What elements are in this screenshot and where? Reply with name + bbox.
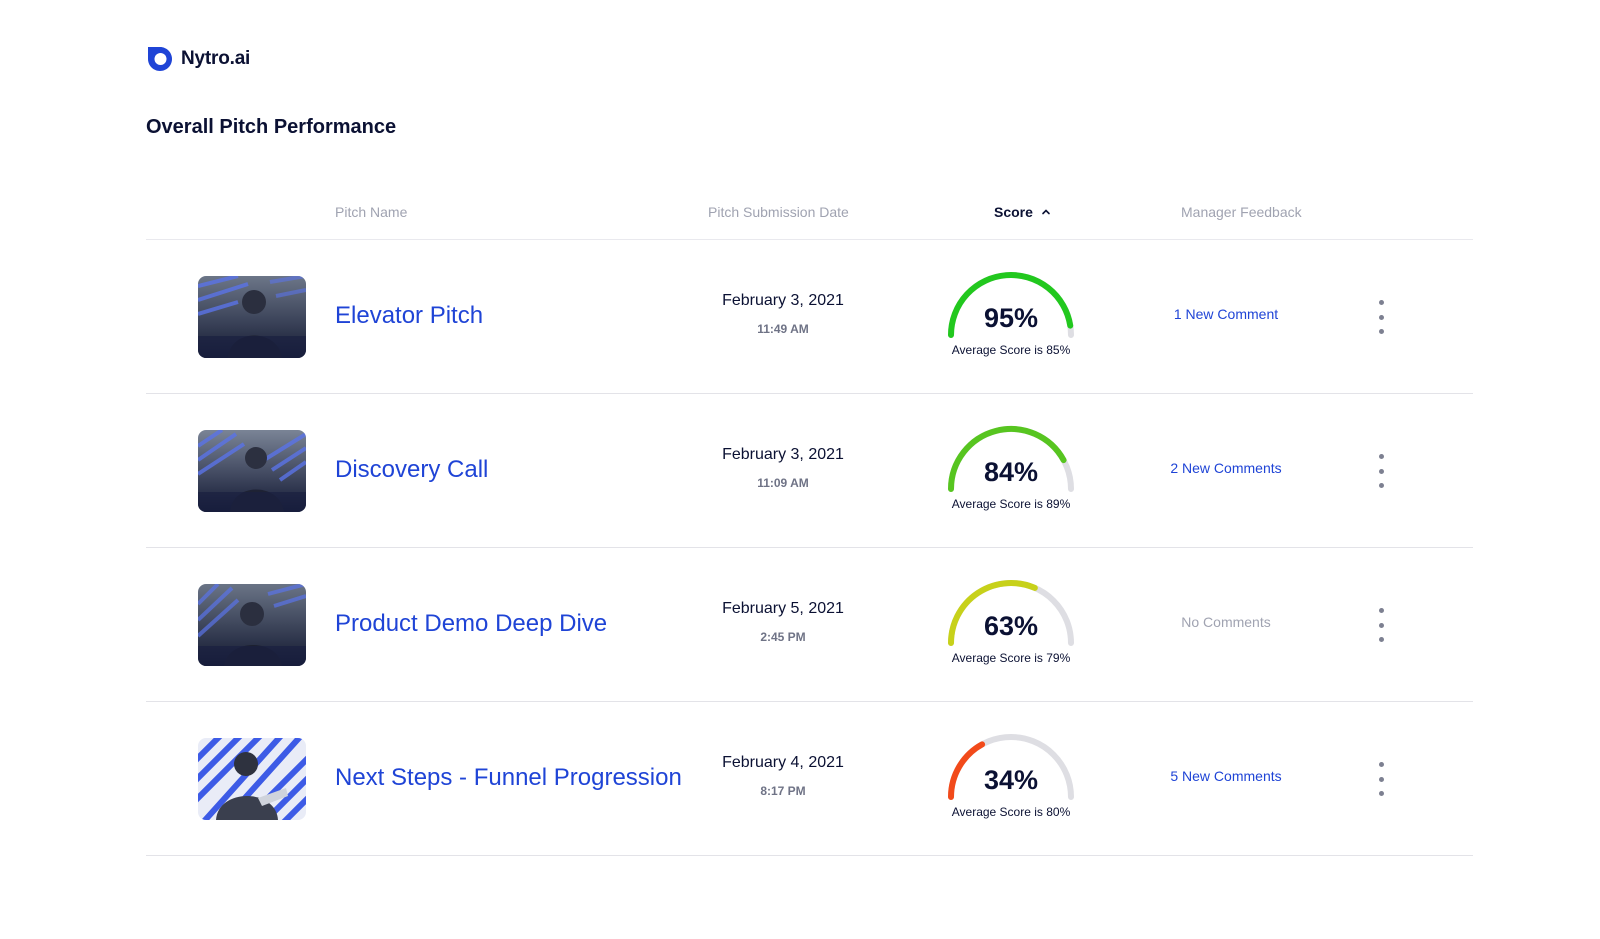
man-smiling-thumbnail[interactable] — [198, 584, 306, 666]
page-title: Overall Pitch Performance — [146, 116, 397, 138]
score-gauge: 95% Average Score is 85% — [941, 270, 1081, 366]
gauge-fill — [948, 579, 1038, 646]
submission-date-day: February 3, 2021 — [722, 446, 844, 463]
submission-date: February 5, 2021 2:45 PM — [708, 600, 858, 644]
submission-time: 2:45 PM — [760, 630, 806, 644]
chevron-up-icon — [1042, 209, 1050, 215]
woman-with-headset-thumbnail[interactable] — [198, 430, 306, 512]
submission-time: 11:49 AM — [757, 322, 809, 336]
pitch-name-link[interactable]: Discovery Call — [335, 456, 489, 483]
score-gauge: 34% Average Score is 80% — [941, 732, 1081, 828]
submission-time: 8:17 PM — [760, 784, 806, 798]
more-vertical-icon[interactable] — [1373, 298, 1389, 336]
submission-date-day: February 3, 2021 — [722, 292, 844, 309]
table-header: Pitch Name Pitch Submission Date Score M… — [146, 190, 1473, 240]
manager-feedback-none: No Comments — [1181, 614, 1271, 630]
submission-date-day: February 4, 2021 — [722, 754, 844, 771]
score-gauge: 84% Average Score is 89% — [941, 424, 1081, 520]
average-score: Average Score is 85% — [951, 343, 1071, 357]
column-header-score[interactable]: Score — [994, 204, 1051, 220]
column-header-manager-feedback[interactable]: Manager Feedback — [1181, 204, 1302, 220]
submission-date: February 4, 2021 8:17 PM — [708, 754, 858, 798]
pitch-name-link[interactable]: Next Steps - Funnel Progression — [335, 764, 682, 791]
gauge-fill — [948, 741, 986, 800]
submission-date: February 3, 2021 11:09 AM — [708, 446, 858, 490]
gauge-fill — [948, 272, 1074, 338]
average-score: Average Score is 80% — [951, 805, 1071, 819]
brand-name: Nytro.ai — [181, 48, 251, 69]
submission-date-day: February 5, 2021 — [722, 600, 844, 617]
average-score: Average Score is 79% — [951, 651, 1071, 665]
more-vertical-icon[interactable] — [1373, 606, 1389, 644]
more-vertical-icon[interactable] — [1373, 452, 1389, 490]
submission-time: 11:09 AM — [757, 476, 809, 490]
pitch-name-link[interactable]: Product Demo Deep Dive — [335, 610, 608, 637]
man-gesturing-thumbnail[interactable] — [198, 738, 306, 820]
score-value: 63% — [983, 611, 1039, 641]
more-vertical-icon[interactable] — [1373, 760, 1389, 798]
score-value: 95% — [983, 303, 1039, 333]
pitch-table: Pitch Name Pitch Submission Date Score M… — [146, 190, 1473, 856]
man-with-headset-thumbnail[interactable] — [198, 276, 306, 358]
table-row: Discovery Call February 3, 2021 11:09 AM… — [146, 394, 1473, 548]
score-gauge: 63% Average Score is 79% — [941, 578, 1081, 674]
nytro-logo-icon — [148, 47, 172, 71]
manager-feedback-link[interactable]: 1 New Comment — [1173, 306, 1279, 322]
gauge-fill — [948, 425, 1067, 492]
score-value: 34% — [983, 765, 1039, 795]
average-score: Average Score is 89% — [951, 497, 1071, 511]
brand-logo[interactable]: Nytro.ai — [145, 44, 250, 74]
manager-feedback-link[interactable]: 2 New Comments — [1170, 460, 1282, 476]
column-header-pitch-name[interactable]: Pitch Name — [335, 204, 408, 220]
submission-date: February 3, 2021 11:49 AM — [708, 292, 858, 336]
table-row: Next Steps - Funnel Progression February… — [146, 702, 1473, 856]
table-row: Product Demo Deep Dive February 5, 2021 … — [146, 548, 1473, 702]
manager-feedback-link[interactable]: 5 New Comments — [1170, 768, 1282, 784]
score-header-label: Score — [994, 204, 1033, 220]
column-header-submission-date[interactable]: Pitch Submission Date — [708, 204, 849, 220]
table-row: Elevator Pitch February 3, 2021 11:49 AM… — [146, 240, 1473, 394]
pitch-name-link[interactable]: Elevator Pitch — [335, 302, 484, 329]
score-value: 84% — [983, 457, 1039, 487]
